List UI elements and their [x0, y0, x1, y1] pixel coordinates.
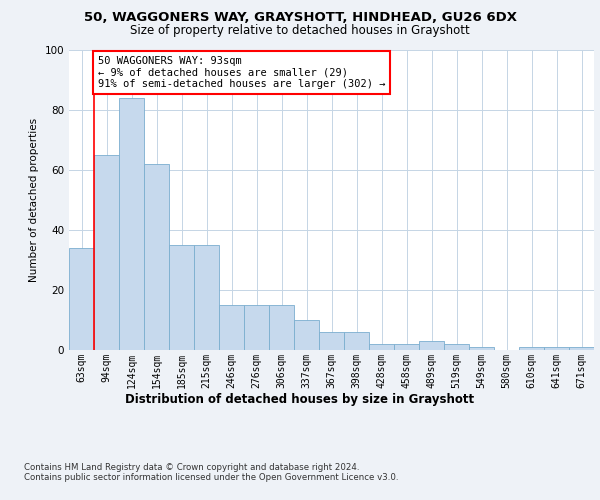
- Bar: [544, 347, 569, 350]
- Bar: [569, 347, 594, 350]
- Y-axis label: Number of detached properties: Number of detached properties: [29, 118, 39, 282]
- Bar: [94, 155, 119, 350]
- Bar: [269, 305, 294, 350]
- Bar: [294, 320, 319, 350]
- Bar: [69, 248, 94, 350]
- Bar: [519, 347, 544, 350]
- Text: Distribution of detached houses by size in Grayshott: Distribution of detached houses by size …: [125, 392, 475, 406]
- Text: 50, WAGGONERS WAY, GRAYSHOTT, HINDHEAD, GU26 6DX: 50, WAGGONERS WAY, GRAYSHOTT, HINDHEAD, …: [83, 11, 517, 24]
- Text: Contains HM Land Registry data © Crown copyright and database right 2024.: Contains HM Land Registry data © Crown c…: [24, 462, 359, 471]
- Bar: [469, 347, 494, 350]
- Bar: [419, 341, 444, 350]
- Bar: [144, 164, 169, 350]
- Text: Size of property relative to detached houses in Grayshott: Size of property relative to detached ho…: [130, 24, 470, 37]
- Bar: [119, 98, 144, 350]
- Bar: [169, 245, 194, 350]
- Text: Contains public sector information licensed under the Open Government Licence v3: Contains public sector information licen…: [24, 472, 398, 482]
- Bar: [344, 332, 369, 350]
- Bar: [194, 245, 219, 350]
- Bar: [319, 332, 344, 350]
- Bar: [394, 344, 419, 350]
- Bar: [219, 305, 244, 350]
- Bar: [244, 305, 269, 350]
- Bar: [369, 344, 394, 350]
- Text: 50 WAGGONERS WAY: 93sqm
← 9% of detached houses are smaller (29)
91% of semi-det: 50 WAGGONERS WAY: 93sqm ← 9% of detached…: [98, 56, 385, 89]
- Bar: [444, 344, 469, 350]
